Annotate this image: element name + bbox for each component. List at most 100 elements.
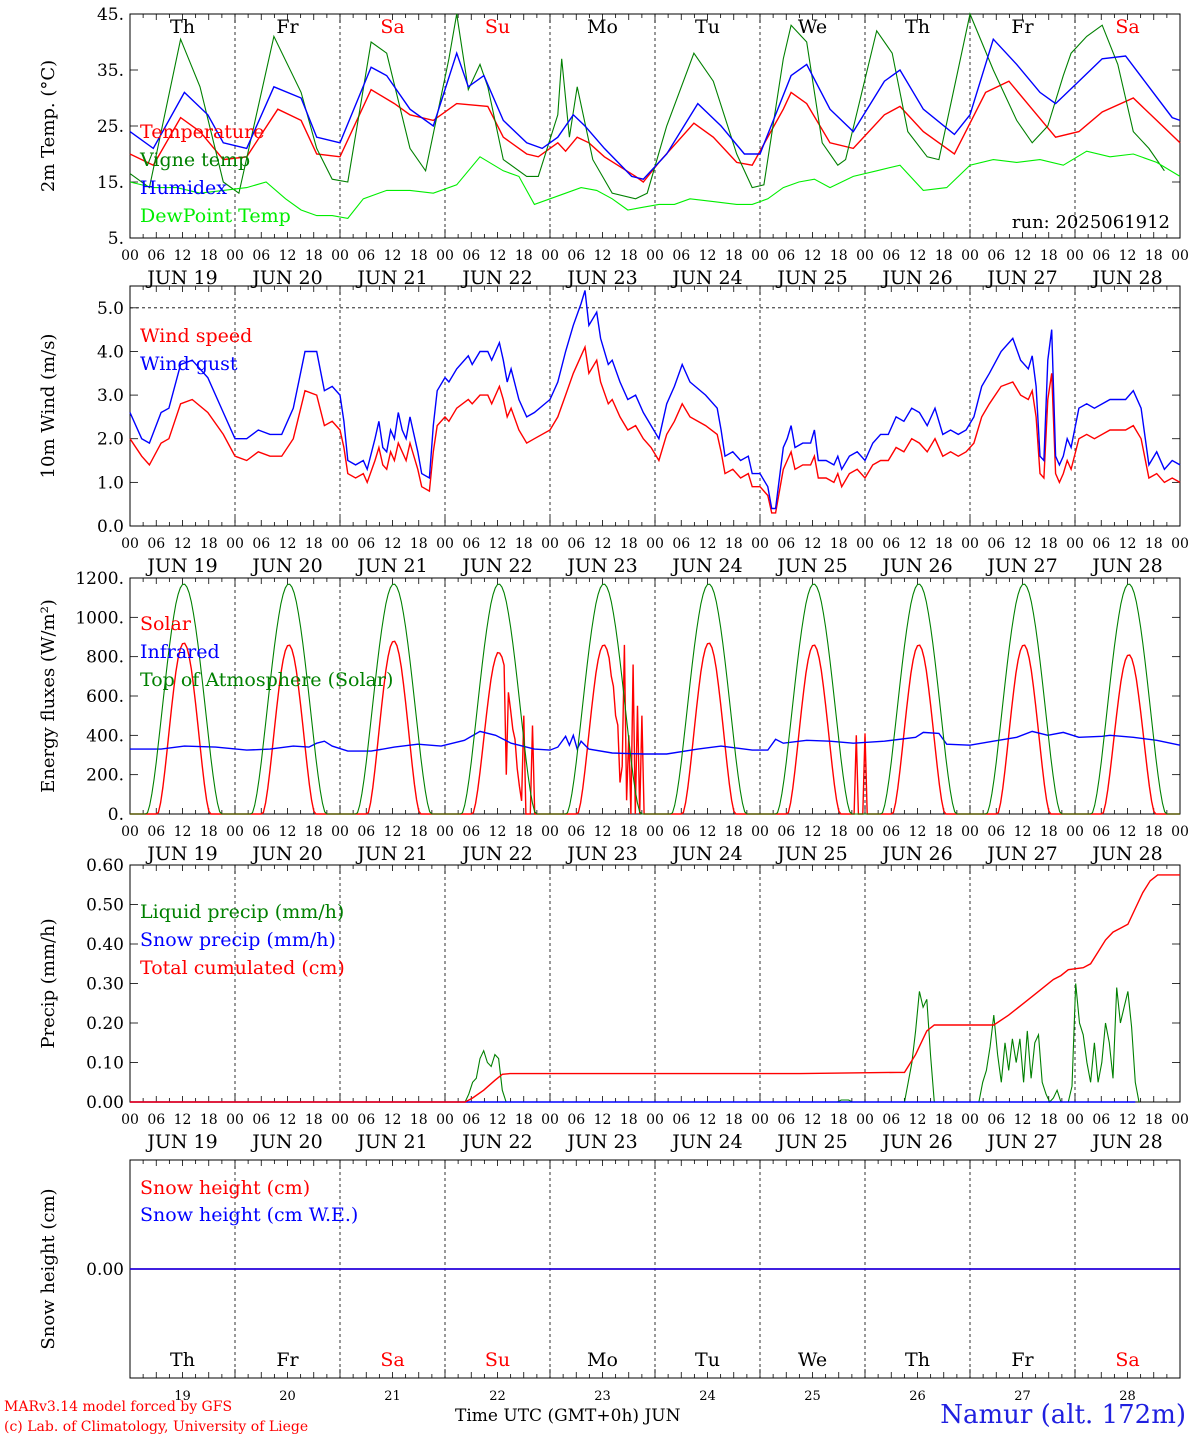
x-tick-label: 00 [856, 1112, 874, 1128]
x-tick-label: 00 [961, 536, 979, 552]
weekday-label: Mo [587, 16, 618, 38]
date-label: JUN 25 [775, 267, 847, 289]
y-tick-label: 0.20 [86, 1014, 124, 1034]
x-tick-label: 12 [699, 536, 717, 552]
weekday-label: Tu [695, 16, 720, 38]
x-tick-label: 00 [436, 824, 454, 840]
x-tick-label: 12 [804, 248, 822, 264]
x-tick-label: 18 [830, 536, 848, 552]
y-tick-label: 800. [86, 648, 124, 668]
x-tick-label: 12 [804, 1112, 822, 1128]
x-tick-label: 18 [725, 248, 743, 264]
y-tick-label: 4.0 [97, 342, 124, 362]
x-tick-label: 06 [567, 248, 585, 264]
x-tick-label: 00 [1066, 824, 1084, 840]
x-tick-label: 00 [121, 248, 139, 264]
day-number: 22 [489, 1389, 506, 1404]
x-tick-label: 00 [121, 536, 139, 552]
x-tick-label: 12 [384, 248, 402, 264]
x-tick-label: 06 [462, 824, 480, 840]
legend-entry: Infrared [140, 641, 220, 663]
x-tick-label: 00 [226, 536, 244, 552]
x-tick-label: 12 [909, 536, 927, 552]
x-tick-label: 00 [961, 248, 979, 264]
x-tick-label: 06 [987, 1112, 1005, 1128]
x-tick-label: 00 [226, 1112, 244, 1128]
x-tick-label: 18 [935, 1112, 953, 1128]
time-axis-label: Time UTC (GMT+0h) JUN [455, 1406, 681, 1426]
x-tick-label: 06 [1092, 536, 1110, 552]
x-tick-label: 12 [1119, 824, 1137, 840]
x-tick-label: 06 [777, 1112, 795, 1128]
x-tick-label: 00 [541, 824, 559, 840]
legend-entry: Total cumulated (cm) [140, 957, 345, 979]
date-label: JUN 22 [460, 555, 532, 577]
x-tick-label: 00 [226, 248, 244, 264]
x-tick-label: 18 [515, 1112, 533, 1128]
x-tick-label: 06 [147, 248, 165, 264]
y-tick-label: 1000. [75, 608, 124, 628]
y-tick-label: 5.0 [97, 299, 124, 319]
weekday-label: We [798, 16, 827, 38]
x-tick-label: 18 [410, 248, 428, 264]
x-tick-label: 06 [567, 1112, 585, 1128]
x-tick-label: 06 [672, 536, 690, 552]
date-label: JUN 26 [880, 843, 952, 865]
date-label: JUN 26 [880, 555, 952, 577]
x-tick-label: 12 [699, 248, 717, 264]
panel-5 [129, 1159, 1181, 1379]
legend-entry: Snow precip (mm/h) [140, 929, 336, 951]
x-tick-label: 12 [489, 536, 507, 552]
x-tick-label: 18 [200, 1112, 218, 1128]
series-line-total-cumulated-cm- [130, 874, 1180, 1103]
x-tick-label: 18 [620, 248, 638, 264]
day-number: 26 [909, 1389, 926, 1404]
x-tick-label: 18 [200, 536, 218, 552]
y-tick-label: 0.40 [86, 935, 124, 955]
x-tick-label: 00 [436, 248, 454, 264]
x-tick-label: 06 [252, 248, 270, 264]
x-tick-label: 18 [515, 824, 533, 840]
series-line-wind-gust [129, 290, 1181, 510]
x-tick-label: 12 [489, 248, 507, 264]
panel-2 [129, 285, 1181, 527]
x-tick-label: 00 [646, 248, 664, 264]
day-number: 27 [1014, 1389, 1031, 1404]
x-tick-label: 12 [699, 824, 717, 840]
panel-4 [129, 864, 1181, 1103]
x-tick-label: 00 [121, 824, 139, 840]
date-label: JUN 27 [985, 1131, 1057, 1153]
x-tick-label: 06 [462, 1112, 480, 1128]
x-tick-label: 18 [620, 824, 638, 840]
x-tick-label: 12 [174, 536, 192, 552]
y-tick-label: 0.60 [86, 856, 124, 876]
run-label: run: 2025061912 [1012, 212, 1170, 233]
x-tick-label: 00 [856, 824, 874, 840]
x-tick-label: 12 [1014, 248, 1032, 264]
x-tick-label: 18 [515, 536, 533, 552]
date-label: JUN 24 [670, 267, 742, 289]
date-label: JUN 19 [145, 843, 217, 865]
x-tick-label: 12 [279, 1112, 297, 1128]
x-tick-label: 06 [1092, 248, 1110, 264]
series-line-top-of-atmosphere-solar- [130, 583, 1180, 815]
x-tick-label: 00 [436, 536, 454, 552]
x-tick-label: 12 [1014, 824, 1032, 840]
x-tick-label: 18 [1145, 248, 1163, 264]
x-tick-label: 12 [594, 824, 612, 840]
x-tick-label: 12 [909, 824, 927, 840]
x-tick-label: 18 [410, 536, 428, 552]
series-line-liquid-precip-mm-h- [130, 983, 1140, 1103]
y-tick-label: 1200. [75, 569, 124, 589]
x-tick-label: 12 [1119, 536, 1137, 552]
x-tick-label: 00 [436, 1112, 454, 1128]
station-label: Namur (alt. 172m) [940, 1400, 1186, 1430]
y-axis-title: 10m Wind (m/s) [38, 334, 59, 479]
x-tick-label: 00 [1171, 1112, 1189, 1128]
x-tick-label: 18 [620, 536, 638, 552]
x-tick-label: 00 [961, 824, 979, 840]
x-tick-label: 12 [174, 824, 192, 840]
x-tick-label: 06 [357, 536, 375, 552]
date-label: JUN 27 [985, 843, 1057, 865]
weekday-label: Th [170, 1349, 195, 1371]
